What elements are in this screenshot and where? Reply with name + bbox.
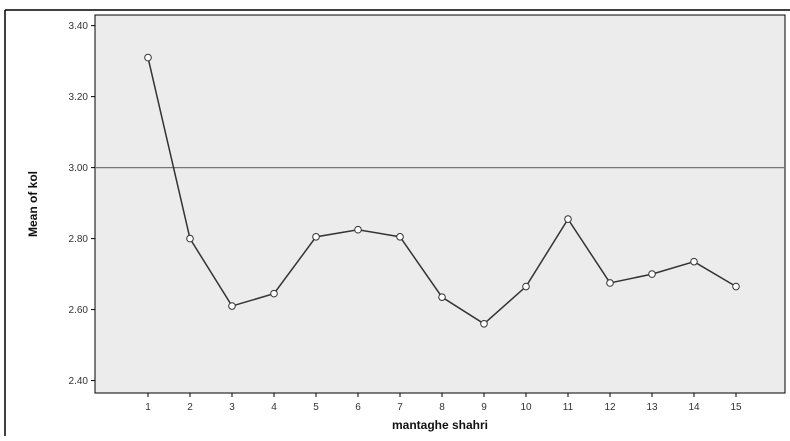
x-tick-label: 4 — [271, 402, 277, 413]
x-tick-label: 10 — [520, 402, 532, 413]
y-tick-label: 2.40 — [69, 376, 89, 387]
data-point — [228, 302, 236, 310]
data-point — [144, 53, 152, 62]
y-tick-label: 2.80 — [69, 234, 89, 245]
x-tick-label: 14 — [688, 402, 700, 413]
x-tick-label: 15 — [730, 402, 742, 413]
y-tick-label: 3.20 — [69, 92, 89, 103]
data-point — [732, 282, 740, 291]
x-tick-label: 8 — [439, 402, 445, 413]
y-tick-label: 3.00 — [69, 163, 89, 174]
x-tick-label: 5 — [313, 402, 319, 413]
data-point — [564, 215, 572, 223]
data-point — [606, 279, 614, 287]
y-tick-label: 3.40 — [69, 21, 89, 32]
plot-area — [94, 14, 786, 394]
data-point — [396, 233, 404, 241]
y-tick-label: 2.60 — [69, 305, 89, 316]
x-tick-label: 1 — [145, 402, 151, 413]
data-point — [522, 282, 530, 291]
x-tick-label: 13 — [646, 402, 658, 413]
y-axis-title: Mean of kol — [26, 171, 40, 237]
data-point — [648, 270, 656, 278]
x-tick-label: 3 — [229, 402, 235, 413]
x-tick-label: 11 — [563, 402, 574, 413]
data-point — [354, 225, 362, 234]
x-tick-label: 12 — [604, 402, 616, 413]
data-point — [312, 233, 320, 241]
data-point — [186, 234, 194, 243]
x-tick-label: 7 — [397, 402, 403, 413]
x-tick-label: 6 — [355, 402, 361, 413]
x-tick-label: 2 — [187, 402, 193, 413]
data-point — [438, 293, 446, 301]
data-point — [480, 319, 488, 328]
data-point — [690, 257, 698, 266]
data-point — [270, 289, 278, 298]
x-axis-title: mantaghe shahri — [392, 418, 488, 432]
x-tick-label: 9 — [481, 402, 487, 413]
